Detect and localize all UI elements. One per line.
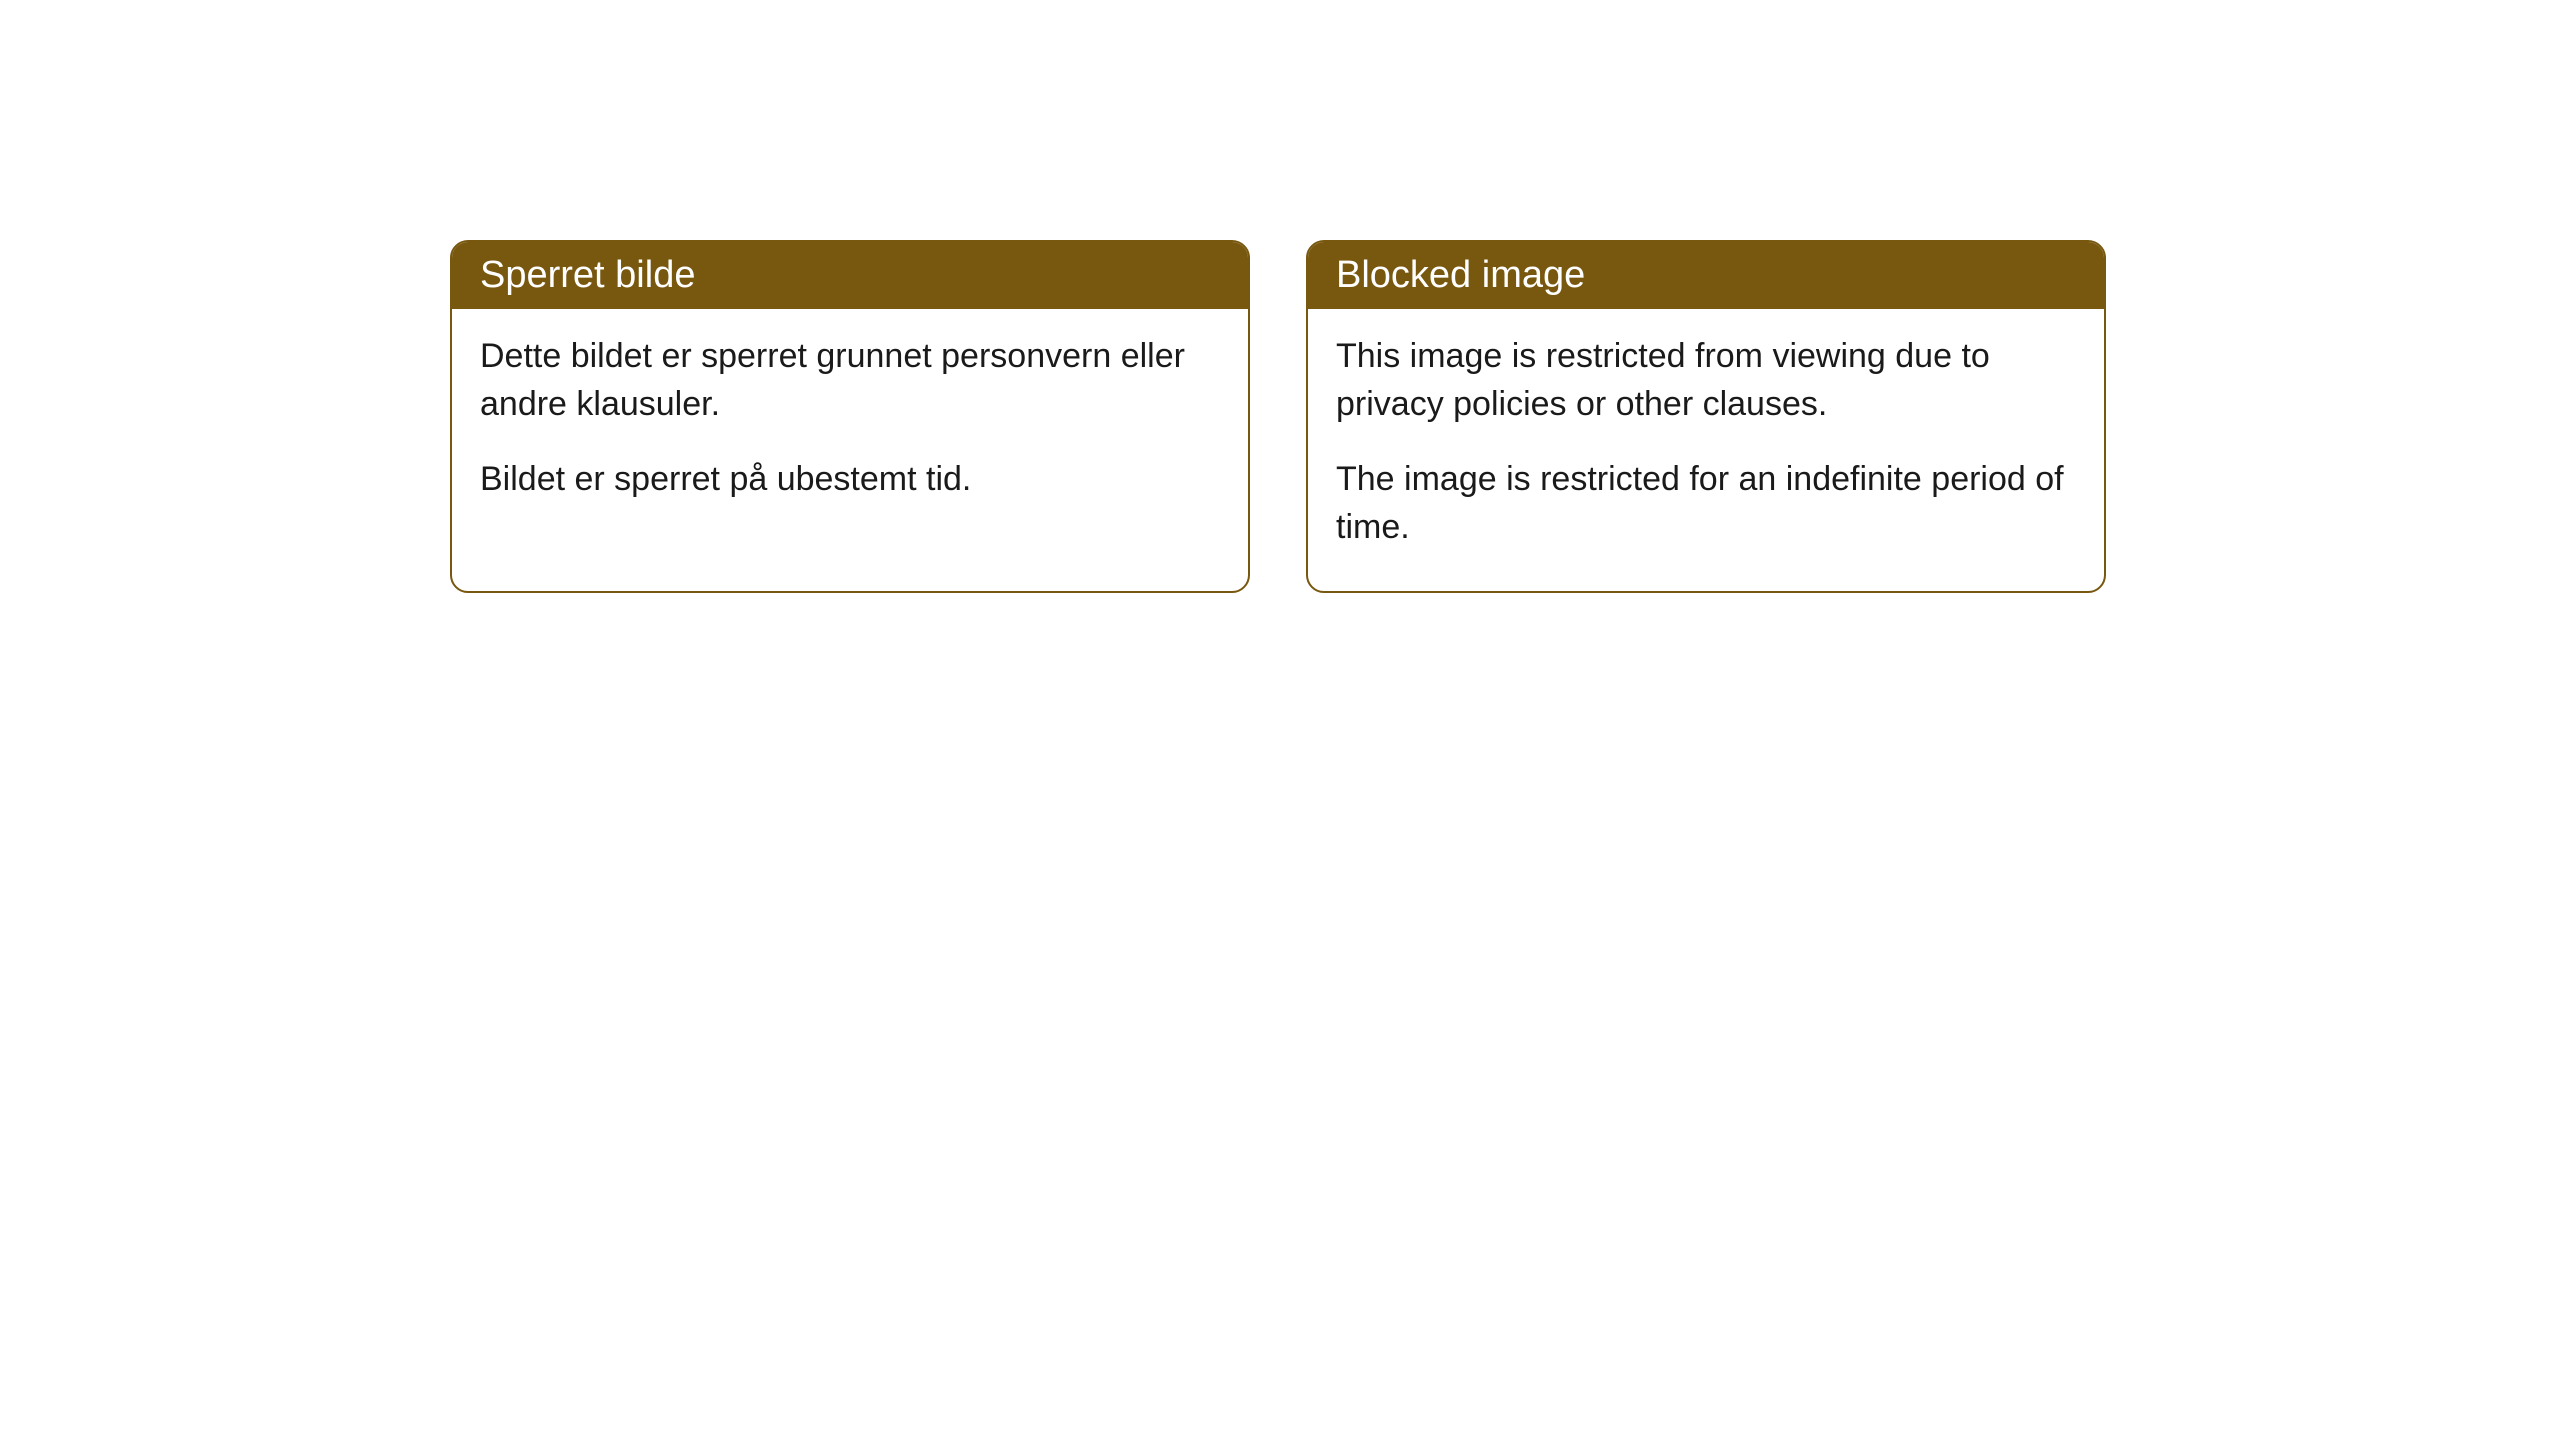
card-title: Sperret bilde <box>480 254 695 296</box>
card-body-norwegian: Dette bildet er sperret grunnet personve… <box>452 309 1248 544</box>
card-paragraph: The image is restricted for an indefinit… <box>1336 456 2076 551</box>
card-paragraph: This image is restricted from viewing du… <box>1336 333 2076 428</box>
card-body-english: This image is restricted from viewing du… <box>1308 309 2104 591</box>
card-title: Blocked image <box>1336 254 1585 296</box>
card-english: Blocked image This image is restricted f… <box>1306 240 2106 593</box>
card-paragraph: Dette bildet er sperret grunnet personve… <box>480 333 1220 428</box>
cards-container: Sperret bilde Dette bildet er sperret gr… <box>450 240 2560 593</box>
card-header-english: Blocked image <box>1308 242 2104 309</box>
card-norwegian: Sperret bilde Dette bildet er sperret gr… <box>450 240 1250 593</box>
card-paragraph: Bildet er sperret på ubestemt tid. <box>480 456 1220 504</box>
card-header-norwegian: Sperret bilde <box>452 242 1248 309</box>
